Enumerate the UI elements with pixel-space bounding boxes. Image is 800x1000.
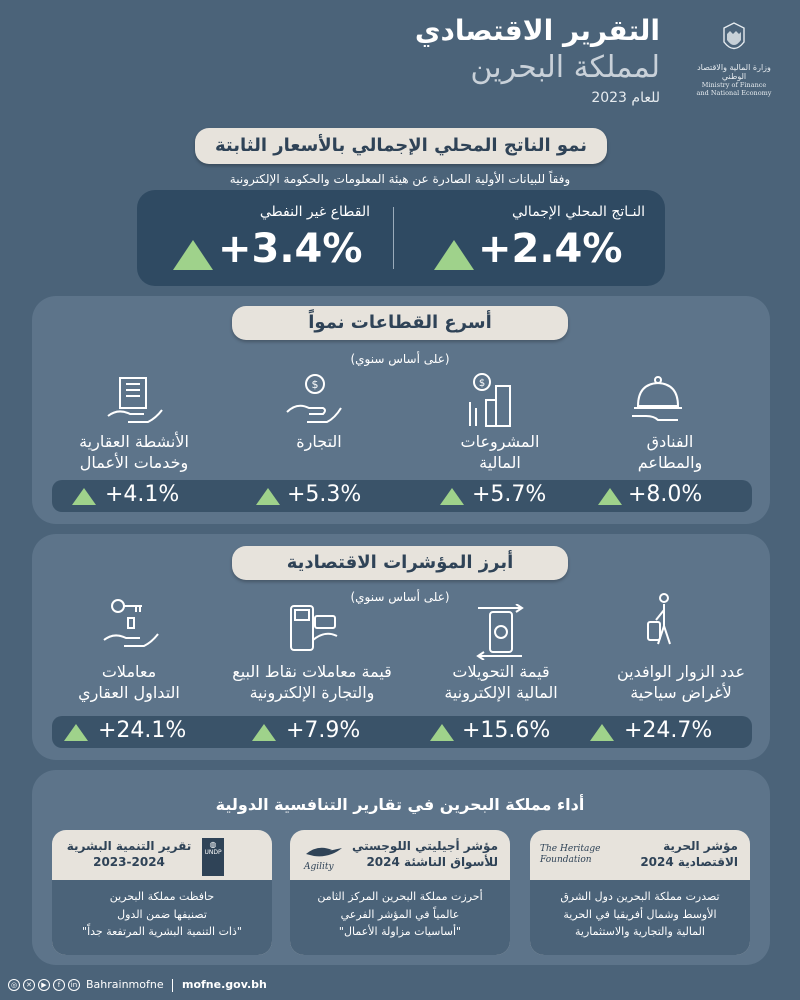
indicator-real-estate-label: معاملات التداول العقاري xyxy=(78,662,180,702)
sector-real-estate-value: +4.1% xyxy=(105,482,180,507)
instagram-icon[interactable]: ◎ xyxy=(8,979,20,991)
ministry-name-en-2: and National Economy xyxy=(696,89,772,98)
facebook-icon[interactable]: f xyxy=(53,979,65,991)
non-oil-label: القطاع غير النفطي xyxy=(259,204,370,220)
report-title: التقرير الاقتصادي xyxy=(414,14,660,47)
gdp-source-note: وفقاً للبيانات الأولية الصادرة عن هيئة ا… xyxy=(229,172,571,186)
mobile-transfer-icon xyxy=(476,604,524,660)
sector-trade-up-arrow-icon xyxy=(256,488,280,505)
indicator-transfers-up-arrow-icon xyxy=(430,724,454,741)
sectors-values-bar xyxy=(52,480,752,512)
sector-hotels-value: +8.0% xyxy=(628,482,703,507)
social-handle[interactable]: Bahrainmofne xyxy=(86,978,164,991)
svg-text:$: $ xyxy=(479,378,485,389)
undp-logo: ◍ UNDP xyxy=(202,838,224,876)
agility-body: أحرزت مملكة البحرين المركز الثامن عالميا… xyxy=(290,880,510,955)
report-subtitle: لمملكة البحرين xyxy=(470,50,660,85)
indicator-visitors-up-arrow-icon xyxy=(590,724,614,741)
linkedin-icon[interactable]: in xyxy=(68,979,80,991)
indicator-visitors-value: +24.7% xyxy=(624,718,713,743)
indicators-values-bar xyxy=(52,716,752,748)
sector-finance-value: +5.7% xyxy=(472,482,547,507)
finance-buildings-icon: $ xyxy=(469,373,511,427)
heritage-body: تصدرت مملكة البحرين دول الشرق الأوسط وشم… xyxy=(530,880,750,955)
cloche-icon xyxy=(632,376,682,421)
ministry-name-en-1: Ministry of Finance xyxy=(701,81,767,89)
indicator-pos-value: +7.9% xyxy=(286,718,361,743)
real-estate-icon xyxy=(107,377,163,423)
coin-hand-icon: $ xyxy=(286,374,342,423)
sectors-note: (على أساس سنوي) xyxy=(350,352,450,366)
sectors-heading: أسرع القطاعات نمواً xyxy=(232,306,568,340)
heritage-heading: مؤشر الحرية الاقتصادية 2024 xyxy=(640,839,738,870)
indicator-visitors-label: عدد الزوار الوافدين لأغراض سياحية xyxy=(617,662,745,702)
gdp-total-label: النـاتج المحلي الإجمالي xyxy=(512,204,645,220)
sector-real-estate-label: الأنشطة العقارية وخدمات الأعمال xyxy=(79,432,189,472)
indicator-real-estate-up-arrow-icon xyxy=(64,724,88,741)
svg-text:$: $ xyxy=(312,378,319,391)
agility-bird-icon xyxy=(306,847,342,857)
sector-trade-label: التجارة xyxy=(296,432,342,451)
undp-body: حافظت مملكة البحرين تصنيفها ضمن الدول "ذ… xyxy=(52,880,272,955)
sector-hotels-up-arrow-icon xyxy=(598,488,622,505)
ministry-logo: وزارة المالية والاقتصاد الوطني Ministry … xyxy=(684,22,784,97)
sector-finance-label: المشروعات المالية xyxy=(460,432,540,472)
un-emblem-icon: ◍ xyxy=(209,840,217,849)
gdp-total-value: +2.4% xyxy=(478,226,623,272)
indicator-transfers-value: +15.6% xyxy=(462,718,551,743)
sector-finance-up-arrow-icon xyxy=(440,488,464,505)
report-year: للعام 2023 xyxy=(591,90,660,106)
indicators-heading: أبرز المؤشرات الاقتصادية xyxy=(232,546,568,580)
footer: ◎ ✕ ▶ f in Bahrainmofne mofne.gov.bh xyxy=(0,970,800,1000)
sector-trade-value: +5.3% xyxy=(287,482,362,507)
sector-hotels-label: الفنادق والمطاعم xyxy=(637,432,703,472)
indicator-pos-up-arrow-icon xyxy=(252,724,276,741)
agility-logo: Agility xyxy=(304,862,334,872)
key-hand-icon xyxy=(103,599,159,647)
gdp-heading: نمو الناتج المحلي الإجمالي بالأسعار الثا… xyxy=(195,128,607,164)
x-icon[interactable]: ✕ xyxy=(23,979,35,991)
competitiveness-title: أداء مملكة البحرين في تقارير التنافسية ا… xyxy=(215,795,585,814)
pos-terminal-icon xyxy=(290,605,338,651)
agility-card: Agility مؤشر أجيليتي اللوجستي للأسواق ال… xyxy=(290,830,510,955)
indicator-transfers-label: قيمة التحويلات المالية الإلكترونية xyxy=(444,662,558,702)
undp-heading: تقرير التنمية البشرية 2023-2024 xyxy=(66,839,192,870)
gdp-total-up-arrow-icon xyxy=(434,240,474,270)
youtube-icon[interactable]: ▶ xyxy=(38,979,50,991)
indicator-pos-label: قيمة معاملات نقاط البيع والتجارة الإلكتر… xyxy=(232,662,392,702)
website-link[interactable]: mofne.gov.bh xyxy=(182,978,267,991)
ministry-name-ar: وزارة المالية والاقتصاد الوطني xyxy=(697,63,771,81)
non-oil-value: +3.4% xyxy=(218,226,363,272)
sector-real-estate-up-arrow-icon xyxy=(72,488,96,505)
header: التقرير الاقتصادي لمملكة البحرين للعام 2… xyxy=(0,0,800,120)
gdp-card xyxy=(137,190,665,286)
heritage-logo: The Heritage Foundation xyxy=(540,844,601,865)
non-oil-up-arrow-icon xyxy=(173,240,213,270)
emblem-icon xyxy=(723,22,745,50)
undp-card: ◍ UNDP تقرير التنمية البشرية 2023-2024 ح… xyxy=(52,830,272,955)
heritage-card: The Heritage Foundation مؤشر الحرية الاق… xyxy=(530,830,750,955)
indicators-note: (على أساس سنوي) xyxy=(350,590,450,604)
gdp-divider xyxy=(393,207,394,269)
agility-heading: مؤشر أجيليتي اللوجستي للأسواق الناشئة 20… xyxy=(351,839,498,870)
footer-divider xyxy=(172,979,173,992)
traveler-icon xyxy=(647,593,671,645)
indicator-real-estate-value: +24.1% xyxy=(98,718,187,743)
